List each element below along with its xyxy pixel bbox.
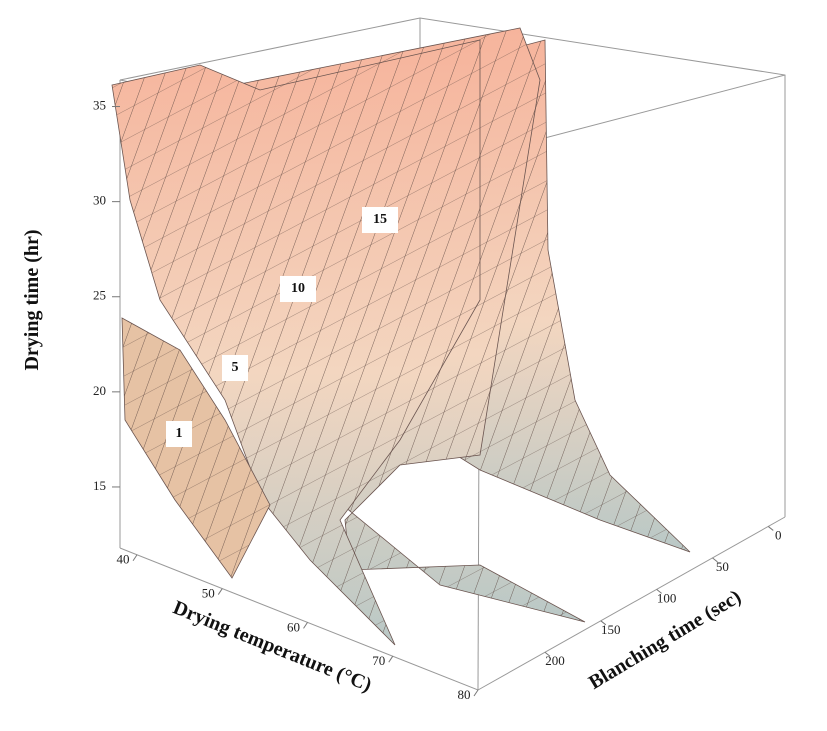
label-box [280, 276, 316, 302]
surfaces [111, 27, 691, 646]
x-tick [388, 655, 394, 663]
x-tick-label: 60 [287, 619, 300, 634]
surface-label: 5 [232, 360, 239, 375]
y-tick-label: 100 [657, 590, 677, 605]
y-tick-label: 0 [775, 527, 782, 542]
y-tick-label: 150 [601, 622, 621, 637]
surface-label: 1 [176, 426, 183, 441]
label-box [362, 207, 398, 233]
z-tick-label: 35 [93, 98, 106, 113]
z-axis-title: Drying time (hr) [21, 229, 43, 370]
y-tick [544, 651, 551, 657]
y-tick [767, 526, 774, 531]
x-tick [303, 622, 308, 629]
x-axis-title: Drying temperature (°C) [170, 597, 375, 697]
surface [111, 39, 481, 646]
surface-mesh [112, 40, 480, 645]
surface [121, 317, 271, 579]
y-tick-label: 200 [545, 653, 565, 668]
box-edge [119, 17, 786, 517]
y-tick [656, 588, 662, 594]
x-tick-label: 50 [202, 586, 215, 601]
z-tick-label: 25 [93, 288, 106, 303]
surface-mesh [122, 318, 270, 578]
z-tick-label: 15 [93, 478, 106, 493]
z-tick-label: 30 [93, 193, 106, 208]
x-tick-label: 70 [372, 653, 385, 668]
x-tick [473, 689, 479, 697]
label-box [166, 421, 192, 447]
z-tick-label: 20 [93, 383, 106, 398]
surface-labels: 1 5 10 15 [166, 207, 398, 447]
surface-label: 10 [291, 281, 305, 296]
y-tick [600, 620, 607, 626]
y-tick [712, 557, 718, 563]
x-tick [132, 554, 138, 562]
x-tick-label: 80 [458, 687, 471, 702]
x-tick [217, 588, 223, 595]
y-tick-label: 50 [716, 559, 729, 574]
surface-label: 15 [373, 212, 387, 227]
label-box [222, 355, 248, 381]
x-tick-label: 40 [117, 552, 130, 567]
